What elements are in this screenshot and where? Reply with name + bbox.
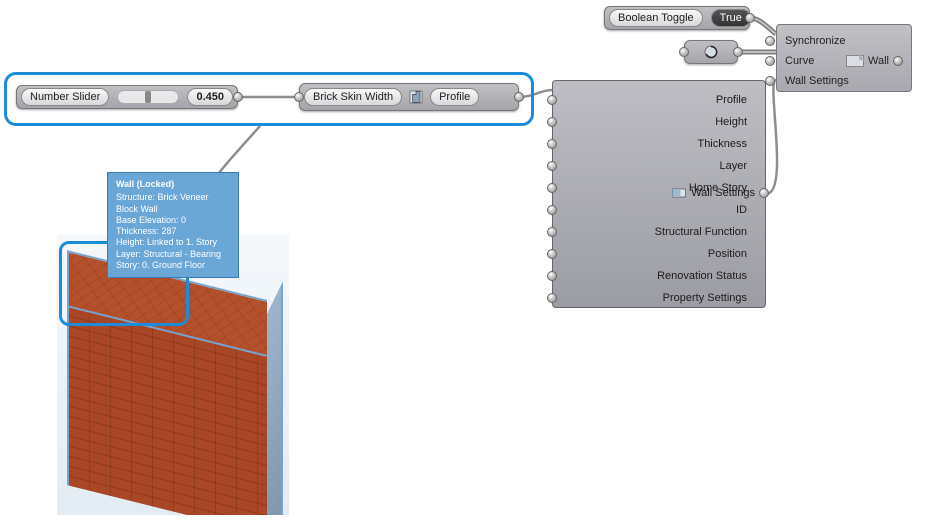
number-slider-label: Number Slider	[21, 88, 109, 106]
port-out[interactable]	[514, 92, 524, 102]
wallset-icon	[671, 185, 687, 201]
param-label: Profile	[716, 94, 747, 106]
port-out[interactable]	[759, 188, 769, 198]
port-in-id[interactable]	[547, 205, 557, 215]
tooltip-line: Base Elevation: 0	[116, 215, 230, 226]
param-label: Structural Function	[655, 226, 747, 238]
port-in-property-settings[interactable]	[547, 293, 557, 303]
spiral-icon	[703, 44, 719, 60]
brick-skin-width-label: Brick Skin Width	[304, 88, 402, 106]
port-out-wall[interactable]	[893, 56, 903, 66]
wall-settings-output-label: Wall Settings	[691, 187, 755, 199]
param-row-thickness: Thickness	[561, 133, 749, 155]
param-label: Position	[708, 248, 747, 260]
boolean-toggle-node[interactable]: Boolean Toggle True	[604, 6, 750, 30]
port-in[interactable]	[294, 92, 304, 102]
number-slider-value: 0.450	[187, 88, 233, 106]
tooltip-line: Story: 0. Ground Floor	[116, 260, 230, 271]
param-label: Layer	[719, 160, 747, 172]
wall-node-wall: Wall	[868, 55, 889, 67]
param-label: ID	[736, 204, 747, 216]
port-out[interactable]	[733, 47, 743, 57]
wall-settings-output: Wall Settings	[671, 185, 769, 201]
param-row-profile: Profile	[561, 89, 749, 111]
number-slider-thumb[interactable]	[145, 91, 151, 103]
tooltip-line: Height: Linked to 1. Story	[116, 237, 230, 248]
port-in-profile[interactable]	[547, 95, 557, 105]
canvas: Boolean Toggle True Number Slider 0.450 …	[0, 0, 926, 522]
wall-node-wallsettings: Wall Settings	[785, 75, 849, 87]
param-label: Property Settings	[663, 292, 747, 304]
param-row-layer: Layer	[561, 155, 749, 177]
wall-node[interactable]: Synchronize Curve Wall Wall Settings	[776, 24, 912, 92]
tooltip-line: Structure: Brick Veneer Block Wall	[116, 192, 230, 215]
wall-node-curve: Curve	[785, 55, 814, 67]
wall-tooltip: Wall (Locked) Structure: Brick Veneer Bl…	[107, 172, 239, 278]
param-row-height: Height	[561, 111, 749, 133]
port-out[interactable]	[745, 13, 755, 23]
tooltip-title: Wall (Locked)	[116, 179, 230, 190]
port-in[interactable]	[679, 47, 689, 57]
profile-icon	[408, 89, 424, 105]
param-row-renovation-status: Renovation Status	[561, 265, 749, 287]
wall-node-synchronize: Synchronize	[785, 35, 846, 47]
port-out[interactable]	[233, 92, 243, 102]
wall-settings-params-node[interactable]: ProfileHeightThicknessLayerHome StoryIDS…	[552, 80, 766, 308]
param-label: Height	[715, 116, 747, 128]
param-row-structural-function: Structural Function	[561, 221, 749, 243]
port-in-structural-function[interactable]	[547, 227, 557, 237]
number-slider-track[interactable]	[117, 90, 179, 104]
brick-skin-width-output-label: Profile	[430, 88, 479, 106]
port-in-position[interactable]	[547, 249, 557, 259]
port-in-curve[interactable]	[765, 56, 775, 66]
port-in-layer[interactable]	[547, 161, 557, 171]
brick-skin-width-node[interactable]: Brick Skin Width Profile	[299, 83, 519, 111]
port-in-height[interactable]	[547, 117, 557, 127]
port-in-sync[interactable]	[765, 36, 775, 46]
param-row-property-settings: Property Settings	[561, 287, 749, 309]
port-in-thickness[interactable]	[547, 139, 557, 149]
port-in-wallsettings[interactable]	[765, 76, 775, 86]
param-label: Thickness	[697, 138, 747, 150]
boolean-toggle-label: Boolean Toggle	[609, 9, 703, 27]
tooltip-line: Layer: Structural - Bearing	[116, 249, 230, 260]
number-slider-node[interactable]: Number Slider 0.450	[16, 85, 238, 109]
tooltip-line: Thickness: 287	[116, 226, 230, 237]
param-row-position: Position	[561, 243, 749, 265]
port-in-home-story[interactable]	[547, 183, 557, 193]
spiral-node[interactable]	[684, 40, 738, 64]
wall-icon	[846, 55, 864, 67]
param-row-id: ID	[561, 199, 749, 221]
port-in-renovation-status[interactable]	[547, 271, 557, 281]
param-label: Renovation Status	[657, 270, 747, 282]
